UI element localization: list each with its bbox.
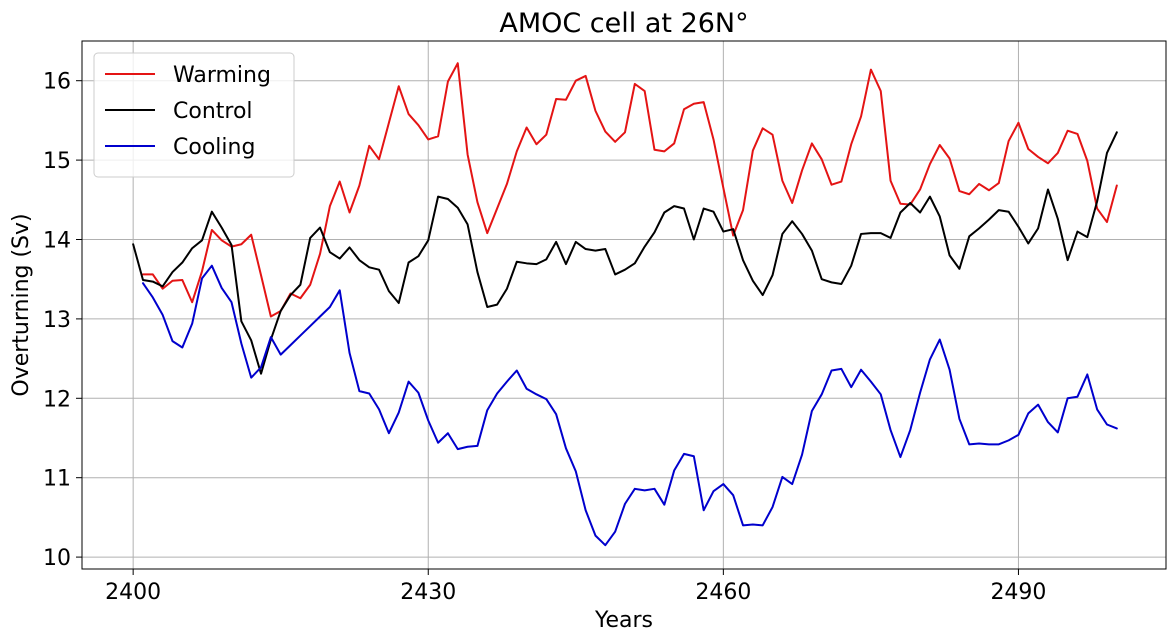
- x-tick-label: 2430: [400, 580, 456, 605]
- y-tick-label: 12: [43, 387, 71, 412]
- y-tick-label: 10: [43, 546, 71, 571]
- legend-label-cooling: Cooling: [173, 135, 255, 160]
- y-tick-label: 15: [43, 149, 71, 174]
- legend-label-control: Control: [173, 99, 253, 124]
- x-tick-label: 2460: [695, 580, 751, 605]
- y-tick-label: 13: [43, 308, 71, 333]
- series-lines: [132, 62, 1118, 547]
- y-tick-label: 16: [43, 70, 71, 95]
- y-axis-ticks: 10 11 12 13 14 15 16: [43, 70, 82, 571]
- chart-title: AMOC cell at 26N°: [499, 8, 748, 39]
- y-tick-label: 14: [43, 228, 71, 253]
- series-line-warming: [141, 62, 1118, 318]
- x-tick-label: 2400: [105, 580, 161, 605]
- series-line-control: [132, 131, 1118, 375]
- series-line-cooling: [141, 264, 1118, 547]
- legend-label-warming: Warming: [173, 63, 271, 88]
- y-axis-label: Overturning (Sv): [9, 213, 34, 396]
- y-tick-label: 11: [43, 467, 71, 492]
- plot-frame: [81, 40, 1167, 570]
- legend: Warming Control Cooling: [93, 52, 295, 178]
- x-tick-label: 2490: [990, 580, 1046, 605]
- x-axis-ticks: 2400 2430 2460 2490: [105, 569, 1046, 605]
- x-axis-label: Years: [594, 608, 653, 633]
